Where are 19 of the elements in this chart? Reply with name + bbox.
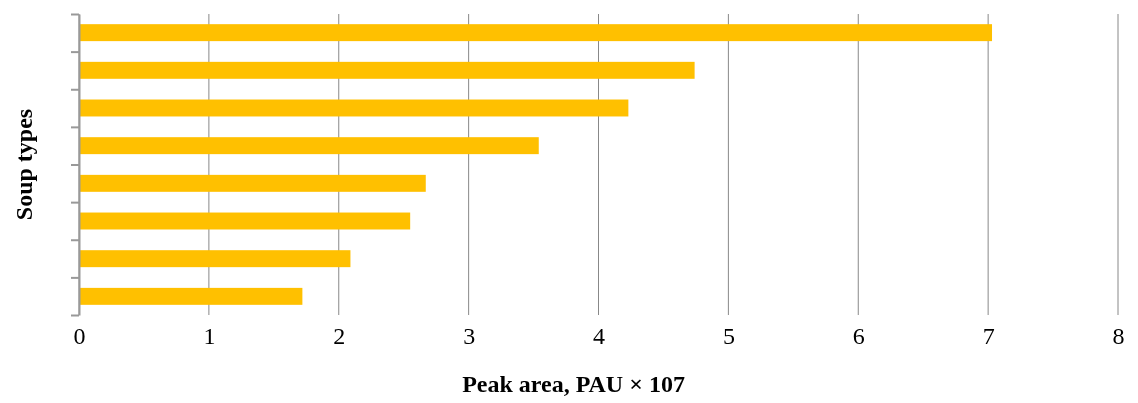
y-axis-title: Soup types xyxy=(11,108,37,221)
x-tick-label: 2 xyxy=(333,323,346,350)
x-tick-label: 3 xyxy=(463,323,476,350)
bar xyxy=(79,137,539,155)
bar xyxy=(79,174,426,192)
x-tick-label: 0 xyxy=(73,323,86,350)
bar xyxy=(79,99,629,117)
bar xyxy=(79,24,993,42)
bar xyxy=(79,287,303,305)
bar xyxy=(79,250,351,268)
x-tick-label: 8 xyxy=(1112,323,1125,350)
x-tick-label: 4 xyxy=(593,323,605,350)
bar xyxy=(79,212,411,230)
x-tick-label: 7 xyxy=(982,323,995,350)
bar xyxy=(79,61,695,79)
x-tick-label: 6 xyxy=(852,323,865,350)
x-tick-label: 1 xyxy=(203,323,216,350)
x-axis-title: Peak area, PAU × 107 xyxy=(462,371,685,397)
x-tick-label: 5 xyxy=(722,323,735,350)
